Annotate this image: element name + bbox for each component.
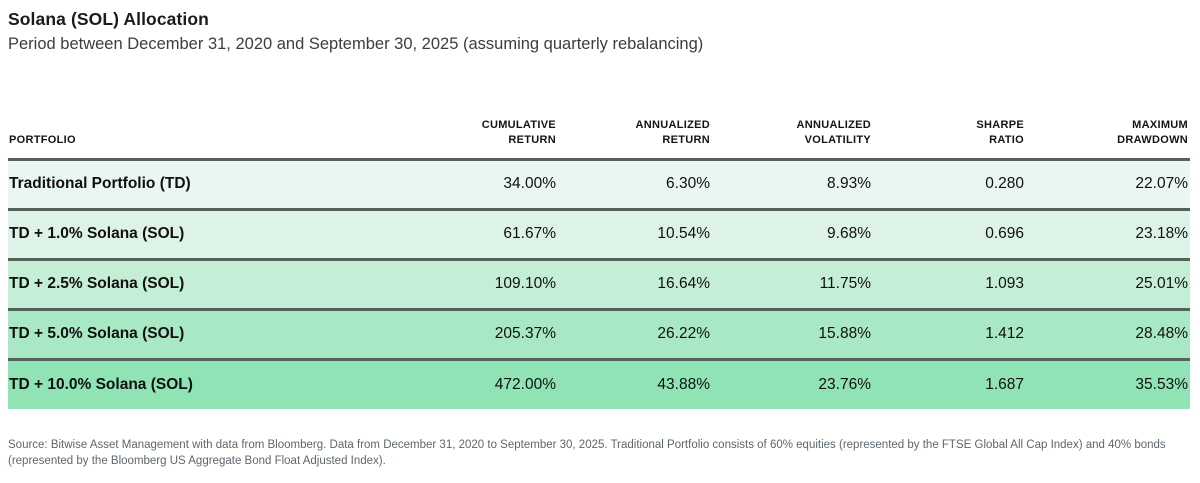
cumulative-return-value: 34.00% [503, 175, 556, 193]
annualized-return-value: 26.22% [657, 325, 710, 343]
page-title: Solana (SOL) Allocation [8, 9, 209, 29]
sharpe-ratio-value: 1.093 [985, 275, 1024, 293]
portfolio-name: TD + 5.0% Solana (SOL) [9, 325, 185, 343]
sharpe-ratio-value: 0.696 [985, 225, 1024, 243]
maximum-drawdown-value: 28.48% [1135, 325, 1188, 343]
column-header-portfolio: PORTFOLIO [8, 118, 398, 159]
annualized-return-value: 43.88% [657, 376, 710, 394]
cumulative-return-value: 61.67% [503, 225, 556, 243]
column-header-sharpe-ratio: SHARPE RATIO [873, 118, 1026, 159]
annualized-return-value: 6.30% [666, 175, 710, 193]
cumulative-return-value: 109.10% [494, 275, 556, 293]
column-header-maximum-drawdown: MAXIMUM DRAWDOWN [1026, 118, 1190, 159]
column-header-line1: SHARPE [976, 119, 1024, 131]
annualized-volatility-value: 8.93% [827, 175, 871, 193]
column-header-line1: MAXIMUM [1132, 119, 1188, 131]
table-row-traditional-portfolio: Traditional Portfolio (TD) 34.00% 6.30% … [8, 159, 1190, 210]
table-header-row: PORTFOLIO CUMULATIVE RETURN ANNUALIZED R… [8, 118, 1190, 160]
column-header-line2: RATIO [989, 134, 1024, 147]
table-row-td-10-0-solana: TD + 10.0% Solana (SOL) 472.00% 43.88% 2… [8, 359, 1190, 410]
portfolio-name: TD + 1.0% Solana (SOL) [9, 225, 185, 243]
column-header-line2: RETURN [508, 134, 556, 147]
maximum-drawdown-value: 25.01% [1135, 275, 1188, 293]
column-header-line1: CUMULATIVE [481, 119, 556, 131]
maximum-drawdown-value: 23.18% [1135, 225, 1188, 243]
table-row-td-1-0-solana: TD + 1.0% Solana (SOL) 61.67% 10.54% 9.6… [8, 209, 1190, 260]
column-header-label: PORTFOLIO [9, 134, 76, 147]
annualized-volatility-value: 11.75% [819, 275, 871, 293]
table-row-td-5-0-solana: TD + 5.0% Solana (SOL) 205.37% 26.22% 15… [8, 309, 1190, 360]
column-header-line2: DRAWDOWN [1117, 134, 1188, 147]
portfolio-name: TD + 2.5% Solana (SOL) [9, 275, 185, 293]
maximum-drawdown-value: 22.07% [1135, 175, 1188, 193]
column-header-line1: ANNUALIZED [796, 119, 871, 131]
annualized-volatility-value: 15.88% [818, 325, 871, 343]
annualized-return-value: 16.64% [657, 275, 710, 293]
allocation-table: PORTFOLIO CUMULATIVE RETURN ANNUALIZED R… [8, 118, 1190, 410]
annualized-return-value: 10.54% [657, 225, 710, 243]
sharpe-ratio-value: 1.687 [985, 376, 1024, 394]
cumulative-return-value: 472.00% [494, 376, 556, 394]
column-header-line2: RETURN [662, 134, 710, 147]
column-header-cumulative-return: CUMULATIVE RETURN [398, 118, 558, 159]
cumulative-return-value: 205.37% [494, 325, 556, 343]
sharpe-ratio-value: 1.412 [985, 325, 1024, 343]
annualized-volatility-value: 9.68% [827, 225, 871, 243]
maximum-drawdown-value: 35.53% [1135, 376, 1188, 394]
column-header-annualized-return: ANNUALIZED RETURN [558, 118, 712, 159]
page-subtitle: Period between December 31, 2020 and Sep… [8, 35, 704, 53]
portfolio-name: TD + 10.0% Solana (SOL) [9, 376, 193, 394]
sharpe-ratio-value: 0.280 [985, 175, 1024, 193]
source-footnote: Source: Bitwise Asset Management with da… [8, 439, 1166, 468]
column-header-line2: VOLATILITY [804, 134, 871, 147]
column-header-annualized-volatility: ANNUALIZED VOLATILITY [712, 118, 873, 159]
column-header-line1: ANNUALIZED [635, 119, 710, 131]
table-row-td-2-5-solana: TD + 2.5% Solana (SOL) 109.10% 16.64% 11… [8, 259, 1190, 310]
portfolio-name: Traditional Portfolio (TD) [9, 175, 191, 193]
annualized-volatility-value: 23.76% [818, 376, 871, 394]
